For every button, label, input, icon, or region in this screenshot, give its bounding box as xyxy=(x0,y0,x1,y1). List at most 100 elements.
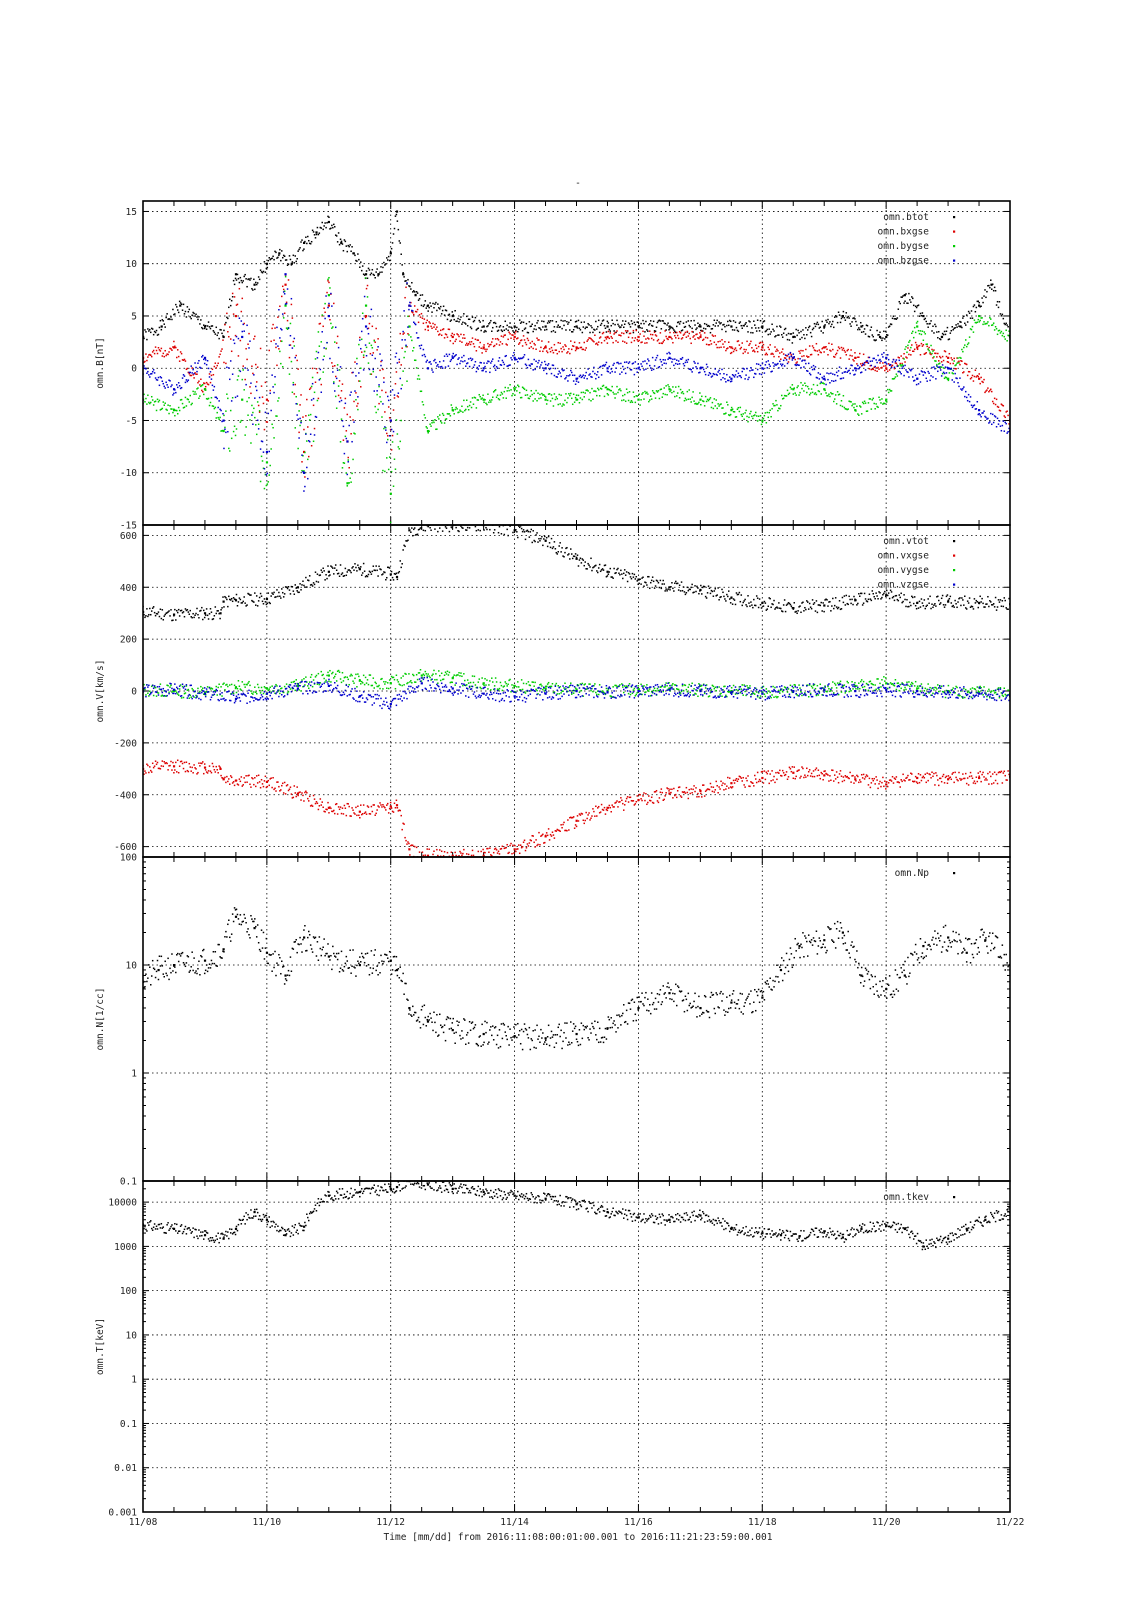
data-point xyxy=(518,328,520,331)
data-point xyxy=(582,391,585,394)
data-point xyxy=(412,313,415,316)
data-point xyxy=(1005,329,1007,332)
data-point xyxy=(723,323,725,326)
data-point xyxy=(326,577,328,580)
data-point xyxy=(671,326,673,329)
data-point xyxy=(864,369,867,371)
data-point xyxy=(627,399,630,402)
data-point xyxy=(637,367,640,370)
data-point xyxy=(671,361,673,363)
data-point xyxy=(164,349,166,352)
data-point xyxy=(412,528,415,531)
data-point xyxy=(207,367,210,370)
data-point xyxy=(848,369,850,372)
data-point xyxy=(199,366,201,369)
data-point xyxy=(298,410,300,412)
data-point xyxy=(262,402,265,405)
data-point xyxy=(563,404,565,406)
data-point xyxy=(903,294,906,297)
data-point xyxy=(286,288,289,290)
data-point xyxy=(982,323,984,326)
data-point xyxy=(764,412,767,414)
data-point xyxy=(623,393,626,396)
data-point xyxy=(970,605,973,608)
data-point xyxy=(773,330,775,332)
data-point xyxy=(532,369,534,371)
data-point xyxy=(621,573,623,575)
data-point xyxy=(909,339,911,342)
data-point xyxy=(825,383,827,386)
data-point xyxy=(430,425,432,427)
data-point xyxy=(987,595,989,598)
data-point xyxy=(820,351,822,354)
data-point xyxy=(840,400,843,402)
data-point xyxy=(560,375,562,378)
data-point xyxy=(505,343,507,345)
data-point xyxy=(377,338,379,340)
data-point xyxy=(288,344,291,346)
data-point xyxy=(807,388,810,390)
data-point xyxy=(579,557,582,559)
data-point xyxy=(996,405,999,408)
data-point xyxy=(332,371,334,373)
data-point xyxy=(512,334,514,336)
data-point xyxy=(481,369,483,372)
data-point xyxy=(228,367,230,369)
data-point xyxy=(772,362,774,364)
data-point xyxy=(656,580,659,582)
data-point xyxy=(677,589,680,591)
data-point xyxy=(195,393,197,395)
data-point xyxy=(745,604,747,606)
data-point xyxy=(391,576,394,579)
data-point xyxy=(403,276,405,278)
data-point xyxy=(903,352,905,355)
data-point xyxy=(998,409,1001,412)
data-point xyxy=(344,567,347,570)
data-point xyxy=(972,608,975,610)
data-point xyxy=(345,437,348,440)
data-point xyxy=(399,560,402,562)
data-point xyxy=(382,469,384,472)
data-point xyxy=(961,360,963,363)
data-point xyxy=(389,521,392,524)
data-point xyxy=(618,389,620,391)
data-point xyxy=(177,355,180,358)
data-point xyxy=(839,321,842,324)
data-point xyxy=(481,523,483,525)
data-point xyxy=(192,612,194,615)
data-point xyxy=(180,386,183,389)
data-point xyxy=(616,330,618,332)
data-point xyxy=(859,405,861,407)
data-point xyxy=(231,600,234,603)
data-point xyxy=(938,360,940,362)
data-point xyxy=(255,381,258,383)
data-point xyxy=(749,605,751,607)
data-point xyxy=(936,363,938,366)
data-point xyxy=(589,373,591,375)
data-point xyxy=(493,344,496,347)
data-point xyxy=(687,335,690,337)
data-point xyxy=(375,271,377,273)
data-point xyxy=(191,402,193,405)
data-point xyxy=(1007,325,1009,328)
y-tick-label: -10 xyxy=(120,468,137,479)
data-point xyxy=(412,350,414,352)
data-point xyxy=(841,316,844,318)
data-point xyxy=(1001,424,1004,427)
data-point xyxy=(961,597,963,599)
data-point xyxy=(374,405,376,408)
data-point xyxy=(625,361,628,363)
data-point xyxy=(945,595,948,598)
data-point xyxy=(393,227,396,230)
data-point xyxy=(804,337,806,340)
data-point xyxy=(331,224,333,227)
data-point xyxy=(768,348,770,351)
data-point xyxy=(692,336,694,338)
data-point xyxy=(422,322,425,325)
data-point xyxy=(612,391,614,394)
data-point xyxy=(947,599,950,602)
data-point xyxy=(718,346,720,349)
data-point xyxy=(212,330,215,332)
data-point xyxy=(589,331,591,334)
data-point xyxy=(163,355,165,358)
